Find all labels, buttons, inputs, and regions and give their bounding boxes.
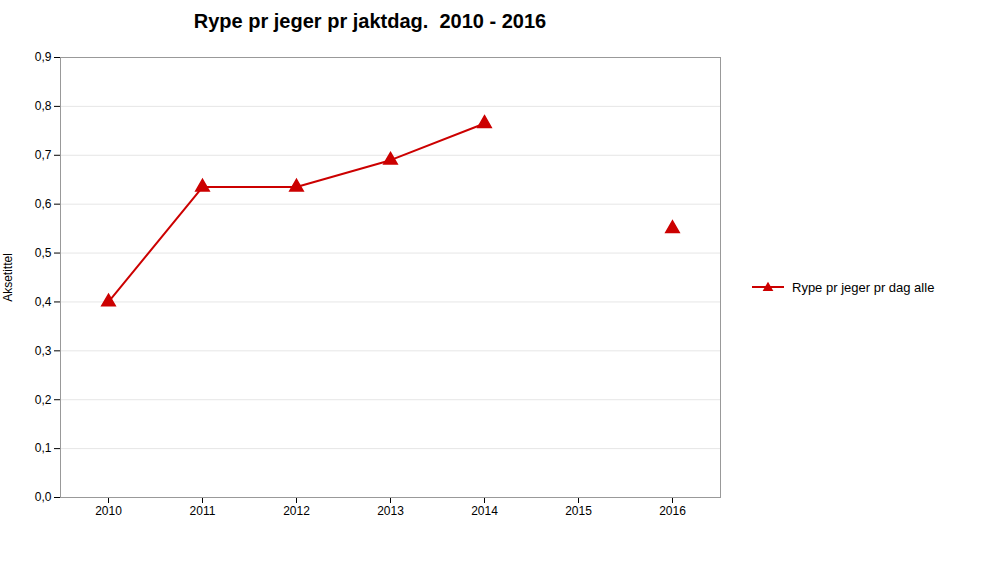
html-text:Rype pr jeger pr dag alle: Rype pr jeger pr dag alle: [792, 279, 935, 295]
svg-text:0,5: 0,5: [35, 246, 52, 260]
svg-text:0,7: 0,7: [35, 148, 52, 162]
svg-text:2012: 2012: [283, 504, 310, 518]
svg-text:2016: 2016: [659, 504, 686, 518]
svg-text:0,9: 0,9: [35, 50, 52, 64]
svg-text:0,0: 0,0: [35, 490, 52, 504]
svg-text:0,3: 0,3: [35, 344, 52, 358]
html-text:Rype pr jeger pr jaktdag. 2010: Rype pr jeger pr jaktdag. 2010 - 2016: [193, 10, 547, 32]
svg-text:2010: 2010: [95, 504, 122, 518]
svg-text:0,4: 0,4: [35, 295, 52, 309]
svg-text:2013: 2013: [377, 504, 404, 518]
svg-text:2011: 2011: [190, 504, 216, 518]
svg-text:0,8: 0,8: [35, 99, 52, 113]
svg-text:0,1: 0,1: [35, 441, 52, 455]
svg-text:Aksetittel: Aksetittel: [1, 253, 15, 302]
svg-text:2015: 2015: [565, 504, 592, 518]
svg-text:0,6: 0,6: [35, 197, 52, 211]
svg-text:0,2: 0,2: [35, 393, 52, 407]
svg-text:2014: 2014: [471, 504, 498, 518]
